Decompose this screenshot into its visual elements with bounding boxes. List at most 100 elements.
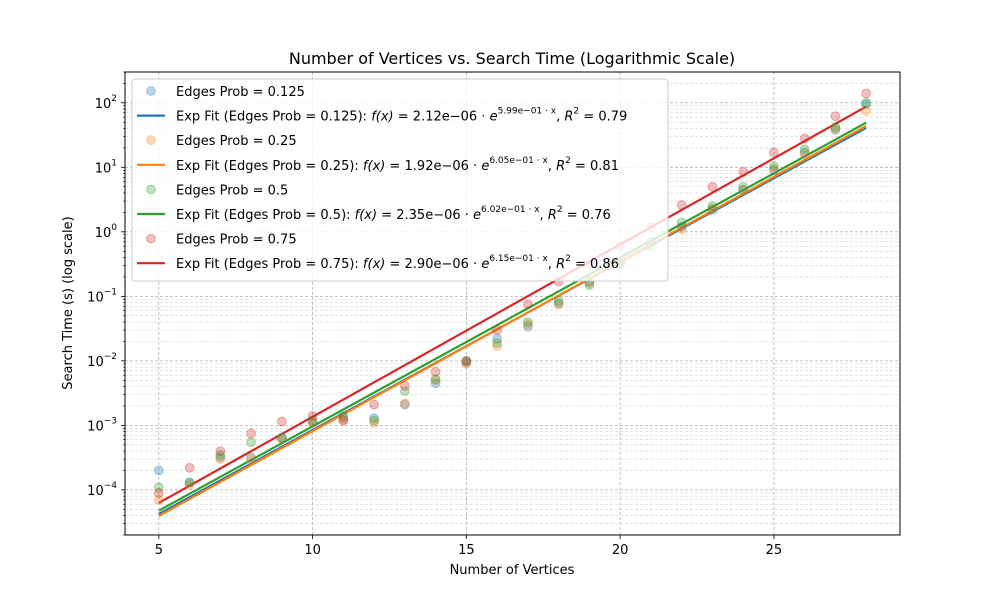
x-tick-label: 25 [766,543,783,558]
legend-fit-exp: 6.15e−01 [489,254,534,264]
legend-marker-series-3 [146,233,156,244]
legend-fit-r-label: , [540,208,548,223]
data-point-series-1 [369,417,380,428]
y-tick-label: 102 [95,94,117,112]
fit-line-series-3 [158,105,867,504]
legend-fit-r-label: , [556,110,564,125]
data-point-series-0 [430,378,441,389]
data-point-series-2 [769,161,779,171]
data-point-series-2 [307,415,318,426]
legend-marker-series-1 [146,135,156,146]
data-point-series-1 [707,203,718,214]
y-tick-base: 10 [87,419,104,434]
legend-fit-exp: 5.99e−01 [498,107,543,117]
legend-fit-eq: = [394,110,413,125]
data-point-series-1 [153,494,164,505]
data-point-series-3 [246,428,256,439]
legend-label-fit-2: Exp Fit (Edges Prob = 0.5): f(x) = 2.35e… [176,205,611,223]
data-point-series-1 [399,398,410,409]
data-point-series-2 [184,477,195,488]
legend-fit-r: R [556,159,565,174]
data-point-series-2 [215,449,226,460]
data-point-series-1 [676,224,687,235]
legend-fit-r2: 0.79 [598,110,627,125]
legend-fit-op: · [469,159,481,174]
data-point-series-3 [738,166,749,177]
legend-fit-r: R [548,208,557,223]
legend-fit-coef: 2.90e−06 [405,257,469,272]
y-tick-base: 10 [95,226,112,241]
legend-fit-lead: Exp Fit (Edges Prob = 0.5): [176,208,355,223]
legend-label-fit-3: Exp Fit (Edges Prob = 0.75): f(x) = 2.90… [176,254,619,272]
y-tick-label: 10−1 [87,287,117,305]
data-point-series-3 [399,380,410,391]
data-point-series-3 [522,299,533,310]
data-point-series-1 [338,415,349,426]
data-point-series-3 [338,415,349,426]
legend-fit-op: · [469,257,481,272]
data-point-series-3 [430,366,441,377]
legend-fit-lead: Exp Fit (Edges Prob = 0.75): [176,257,363,272]
y-tick-label: 100 [95,223,118,241]
data-point-series-2 [738,181,749,192]
data-point-series-2 [153,482,164,493]
data-point-series-3 [307,411,318,421]
y-tick-exponent: −2 [104,352,117,362]
fit-line-series-2 [158,121,867,512]
data-point-series-2 [399,386,410,396]
data-point-series-1 [430,375,441,386]
data-point-series-0 [707,204,718,215]
data-point-series-3 [861,88,872,99]
data-point-series-3 [492,325,503,335]
legend-fit-expvar: · x [534,254,549,264]
data-point-series-2 [276,433,287,444]
legend-fit-op: · [477,110,489,125]
legend-fit-exp: 6.05e−01 [489,156,534,166]
data-point-series-0 [769,165,779,176]
x-tick-label: 15 [458,543,475,558]
y-tick-base: 10 [87,290,104,305]
legend-fit-expvar: · x [526,205,541,215]
data-point-series-0 [215,452,226,463]
legend-label-series-1: Edges Prob = 0.25 [176,134,297,149]
legend-fit-r-sup: 2 [557,205,563,215]
data-point-series-2 [492,337,503,348]
x-axis-label: Number of Vertices [450,563,575,578]
legend-fit-r: R [564,110,573,125]
legend-fit-r-sup: 2 [565,156,571,166]
data-point-series-2 [830,122,841,132]
data-point-series-3 [184,462,195,473]
y-tick-base: 10 [95,97,112,112]
legend-fit-exp: 6.02e−01 [481,205,526,215]
data-point-series-2 [246,437,256,448]
data-point-series-2 [584,280,595,290]
data-point-series-2 [707,201,718,212]
legend-fit-expvar: · x [542,107,557,117]
legend-fit-e: e [481,257,489,272]
legend-label-series-0: Edges Prob = 0.125 [176,85,305,100]
data-point-series-1 [553,299,564,310]
data-point-series-0 [461,357,472,368]
legend: Edges Prob = 0.125 Exp Fit (Edges Prob = … [131,78,669,282]
chart-title: Number of Vertices vs. Search Time (Loga… [289,49,735,68]
data-point-series-2 [676,217,687,228]
x-tick-label: 5 [155,543,163,558]
data-point-series-0 [522,321,533,332]
data-point-series-0 [399,399,410,410]
legend-fit-expvar: · x [534,156,549,166]
data-point-series-2 [369,415,380,426]
data-point-series-0 [276,432,287,443]
legend-fit-r-eq: = [571,257,590,272]
data-point-series-2 [338,411,349,421]
data-point-series-3 [830,111,841,122]
legend-box [131,78,669,282]
data-point-series-0 [369,413,380,423]
y-tick-exponent: −1 [104,287,117,297]
fit-lines [158,105,867,517]
legend-fit-eq: = [385,257,404,272]
legend-fit-r-eq: = [563,208,582,223]
data-point-series-0 [830,124,841,135]
data-point-series-1 [184,479,195,490]
